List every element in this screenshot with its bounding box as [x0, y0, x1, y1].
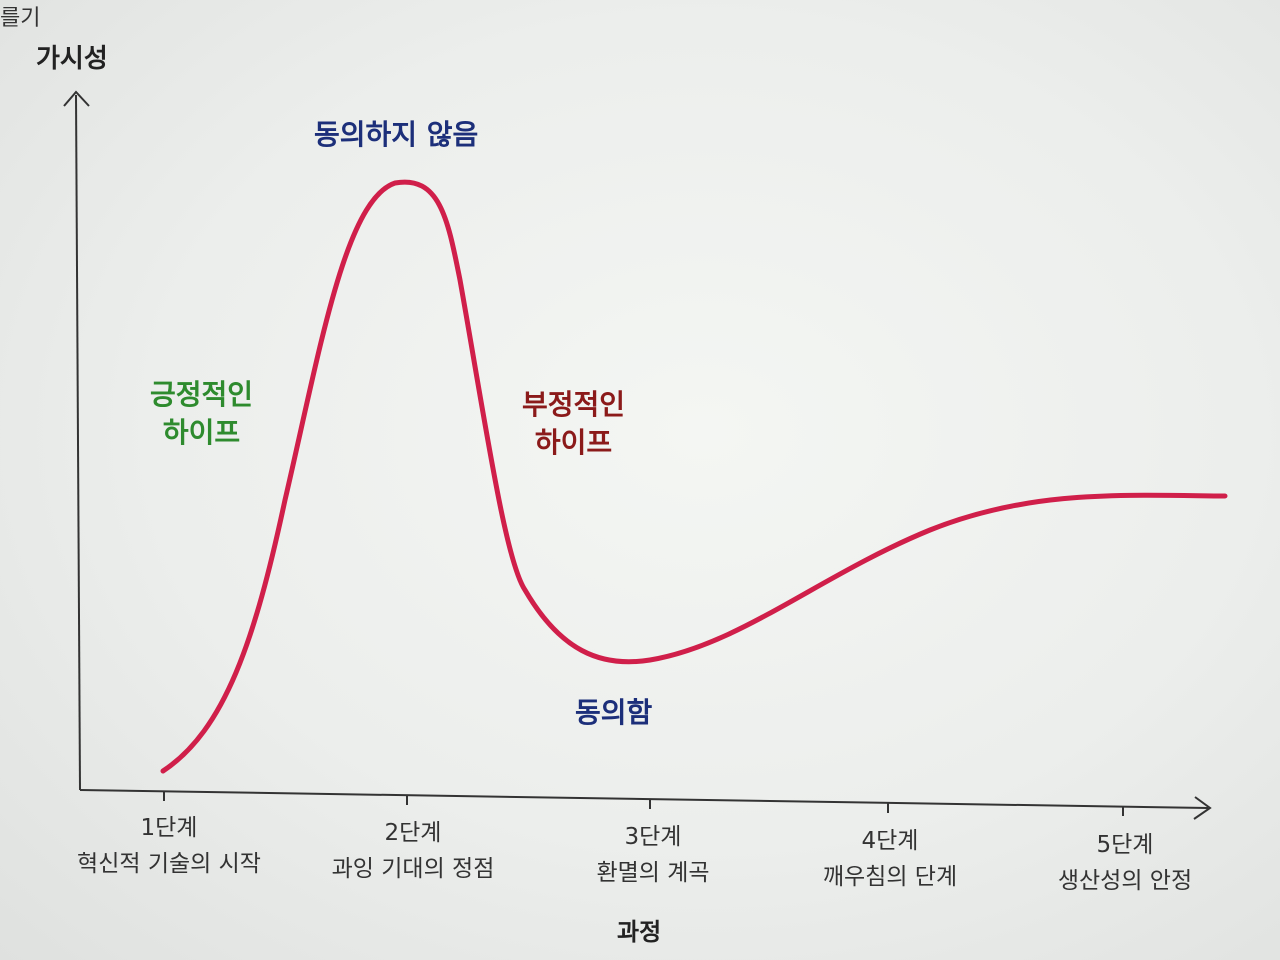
stage-3-name: 환멸의 계곡	[596, 860, 710, 886]
negative-hype-line1: 부정적인	[522, 388, 626, 421]
stage-4-name: 깨우침의 단계	[822, 864, 958, 890]
stage-2: 2단계 과잉 기대의 정점	[308, 815, 518, 887]
negative-hype-annotation: 부정적인 하이프	[522, 386, 625, 462]
stage-1: 1단계 혁신적 기술의 시작	[64, 810, 274, 882]
trough-annotation: 동의함	[575, 696, 653, 729]
hype-curve	[160, 179, 1228, 774]
x-axis-label: 과정	[617, 918, 662, 946]
stage-2-name: 과잉 기대의 정점	[331, 856, 495, 882]
corner-text: 를기	[0, 6, 41, 31]
positive-hype-line1: 긍정적인	[150, 378, 254, 411]
stage-4: 4단계 깨우침의 단계	[785, 823, 995, 895]
stage-5: 5단계 생산성의 안정	[1020, 827, 1230, 899]
x-axis	[79, 789, 1209, 809]
stage-2-number: 2단계	[384, 820, 442, 846]
stage-3: 3단계 환멸의 계곡	[548, 819, 758, 891]
positive-hype-line2: 하이프	[162, 416, 241, 449]
stage-1-number: 1단계	[140, 815, 198, 841]
stage-4-number: 4단계	[861, 828, 919, 854]
stage-3-number: 3단계	[624, 824, 682, 850]
positive-hype-annotation: 긍정적인 하이프	[150, 376, 253, 452]
stage-5-name: 생산성의 안정	[1057, 868, 1193, 894]
stage-5-number: 5단계	[1096, 832, 1154, 858]
x-axis-arrow	[1193, 796, 1212, 820]
stage-1-name: 혁신적 기술의 시작	[77, 851, 261, 877]
negative-hype-line2: 하이프	[534, 426, 613, 459]
peak-annotation: 동의하지 않음	[314, 118, 479, 151]
y-axis-label: 가시성	[36, 44, 108, 74]
y-axis-arrow	[63, 90, 90, 107]
y-axis	[75, 94, 81, 791]
